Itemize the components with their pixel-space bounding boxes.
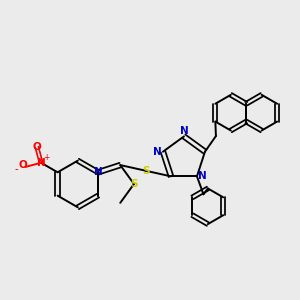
Text: N: N — [180, 126, 188, 136]
Text: S: S — [142, 166, 149, 176]
Text: N: N — [37, 158, 45, 168]
Text: S: S — [130, 179, 138, 189]
Text: O: O — [19, 160, 28, 170]
Text: N: N — [153, 147, 162, 157]
Text: +: + — [43, 153, 49, 162]
Text: N: N — [94, 167, 102, 177]
Text: N: N — [198, 171, 207, 182]
Text: -: - — [14, 164, 18, 174]
Text: O: O — [32, 142, 41, 152]
